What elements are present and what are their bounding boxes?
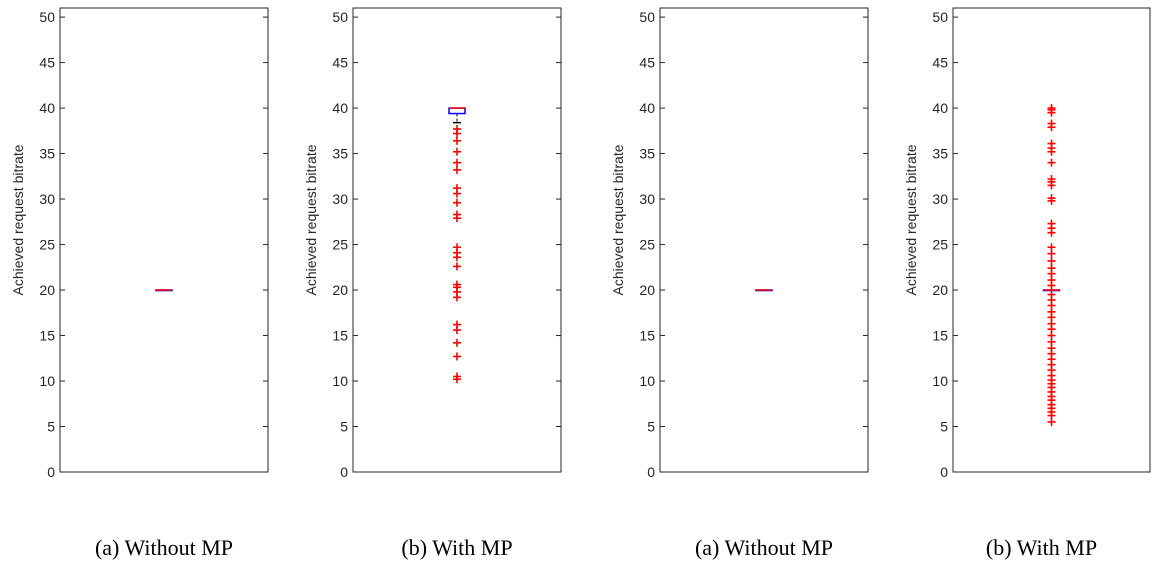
y-tick-label: 0 bbox=[647, 464, 655, 480]
plot-frame bbox=[352, 7, 562, 473]
y-tick-label: 20 bbox=[932, 282, 948, 298]
y-tick-label: 5 bbox=[940, 419, 948, 435]
panel-caption: (b) With MP bbox=[401, 535, 512, 560]
y-tick-label: 40 bbox=[639, 100, 655, 116]
chart-panel-2: 0 5 10 15 20 25 30 35 40 45 50 Achieved request bit… bbox=[303, 7, 562, 560]
plot-frame bbox=[952, 7, 1151, 473]
y-tick-label: 0 bbox=[47, 464, 55, 480]
chart-panel-1: 0 5 10 15 20 25 30 35 40 45 50 Achieved request bit… bbox=[10, 7, 269, 560]
y-tick-label: 5 bbox=[340, 419, 348, 435]
y-tick-label: 15 bbox=[639, 328, 655, 344]
y-tick-label: 10 bbox=[639, 373, 655, 389]
y-tick-label: 30 bbox=[332, 191, 348, 207]
y-tick-label: 5 bbox=[647, 419, 655, 435]
y-tick-label: 0 bbox=[940, 464, 948, 480]
plot-frame bbox=[59, 7, 269, 473]
y-tick-label: 25 bbox=[932, 237, 948, 253]
y-tick-label: 0 bbox=[340, 464, 348, 480]
y-tick-label: 10 bbox=[932, 373, 948, 389]
y-tick-label: 10 bbox=[39, 373, 55, 389]
y-tick-label: 45 bbox=[332, 55, 348, 71]
y-tick-label: 35 bbox=[932, 146, 948, 162]
chart-panel-4: 0 5 10 15 20 25 30 35 40 45 50 Achieved request bit… bbox=[903, 7, 1151, 560]
y-tick-label: 35 bbox=[39, 146, 55, 162]
y-tick-label: 35 bbox=[332, 146, 348, 162]
y-axis-label: Achieved request bitrate bbox=[903, 144, 919, 295]
y-tick-label: 45 bbox=[639, 55, 655, 71]
y-tick-label: 50 bbox=[932, 9, 948, 25]
y-tick-label: 40 bbox=[39, 100, 55, 116]
y-tick-label: 50 bbox=[332, 9, 348, 25]
y-tick-label: 20 bbox=[639, 282, 655, 298]
y-tick-label: 20 bbox=[39, 282, 55, 298]
y-tick-label: 50 bbox=[639, 9, 655, 25]
y-tick-label: 15 bbox=[332, 328, 348, 344]
y-tick-label: 25 bbox=[39, 237, 55, 253]
y-tick-label: 40 bbox=[932, 100, 948, 116]
y-tick-label: 30 bbox=[932, 191, 948, 207]
y-tick-label: 15 bbox=[932, 328, 948, 344]
y-axis-label: Achieved request bitrate bbox=[610, 144, 626, 295]
y-tick-label: 30 bbox=[639, 191, 655, 207]
y-tick-label: 50 bbox=[39, 9, 55, 25]
panel-caption: (a) Without MP bbox=[695, 535, 833, 560]
y-tick-label: 45 bbox=[39, 55, 55, 71]
y-tick-label: 45 bbox=[932, 55, 948, 71]
panel-caption: (a) Without MP bbox=[95, 535, 233, 560]
y-tick-label: 15 bbox=[39, 328, 55, 344]
y-tick-label: 30 bbox=[39, 191, 55, 207]
plot-frame bbox=[659, 7, 869, 473]
y-tick-label: 40 bbox=[332, 100, 348, 116]
y-tick-label: 35 bbox=[639, 146, 655, 162]
chart-panel-3: 0 5 10 15 20 25 30 35 40 45 50 Achieved request bit… bbox=[610, 7, 869, 560]
panel-caption: (b) With MP bbox=[986, 535, 1097, 560]
y-axis-label: Achieved request bitrate bbox=[303, 144, 319, 295]
y-tick-label: 25 bbox=[332, 237, 348, 253]
y-tick-label: 5 bbox=[47, 419, 55, 435]
y-tick-label: 25 bbox=[639, 237, 655, 253]
y-axis-label: Achieved request bitrate bbox=[10, 144, 26, 295]
y-tick-label: 10 bbox=[332, 373, 348, 389]
y-tick-label: 20 bbox=[332, 282, 348, 298]
iqr-box bbox=[448, 107, 466, 115]
